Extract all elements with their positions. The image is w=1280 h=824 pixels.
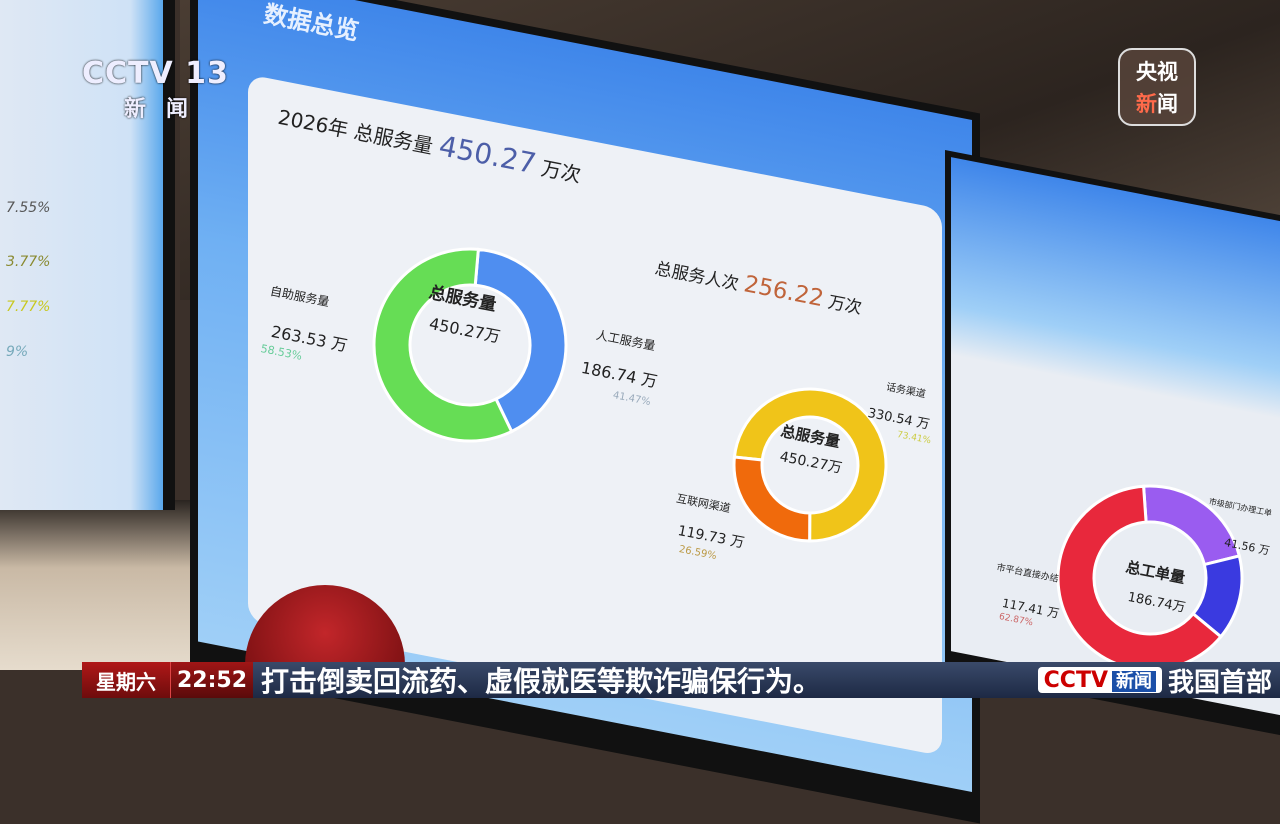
ticker-day: 星期六 <box>82 662 170 698</box>
percent-label: 9% <box>6 344 29 360</box>
percent-label: 7.55% <box>6 200 51 216</box>
donut-charts <box>372 247 1244 672</box>
donut-slice <box>1141 484 1242 567</box>
channel-logo-text: CCTV 13 <box>82 56 229 91</box>
donut-slice <box>372 247 514 443</box>
badge-bottom-a: 新 <box>1136 92 1157 116</box>
year-unit: 万次 <box>539 156 583 188</box>
badge-top: 央视 <box>1136 60 1178 84</box>
left-display-screen: 7.55% 3.77% 7.77% 9% <box>0 0 175 510</box>
bug-right: 新闻 <box>1111 671 1156 692</box>
cctv-news-badge: 央视新闻 <box>1118 48 1196 126</box>
donut-slice <box>473 247 568 434</box>
donut-slice <box>732 387 888 543</box>
badge-bottom-b: 闻 <box>1157 92 1178 116</box>
donut-slice <box>732 455 812 543</box>
news-ticker: 星期六 22:52 打击倒卖回流药、虚假就医等欺诈骗保行为。 CCTV 新闻 我国… <box>82 662 1280 698</box>
cctv-news-bug: CCTV 新闻 <box>1037 667 1162 693</box>
ticker-time: 22:52 <box>170 662 254 698</box>
percent-label: 7.77% <box>6 299 51 315</box>
channel-logo: CCTV 13 新闻 <box>82 56 229 123</box>
ticker-next: 我国首部 <box>1167 667 1272 698</box>
bug-left: CCTV <box>1043 668 1108 693</box>
ticker-headline: 打击倒卖回流药、虚假就医等欺诈骗保行为。 <box>261 665 822 698</box>
percent-label: 3.77% <box>6 254 51 270</box>
channel-logo-sub: 新闻 <box>124 97 209 122</box>
